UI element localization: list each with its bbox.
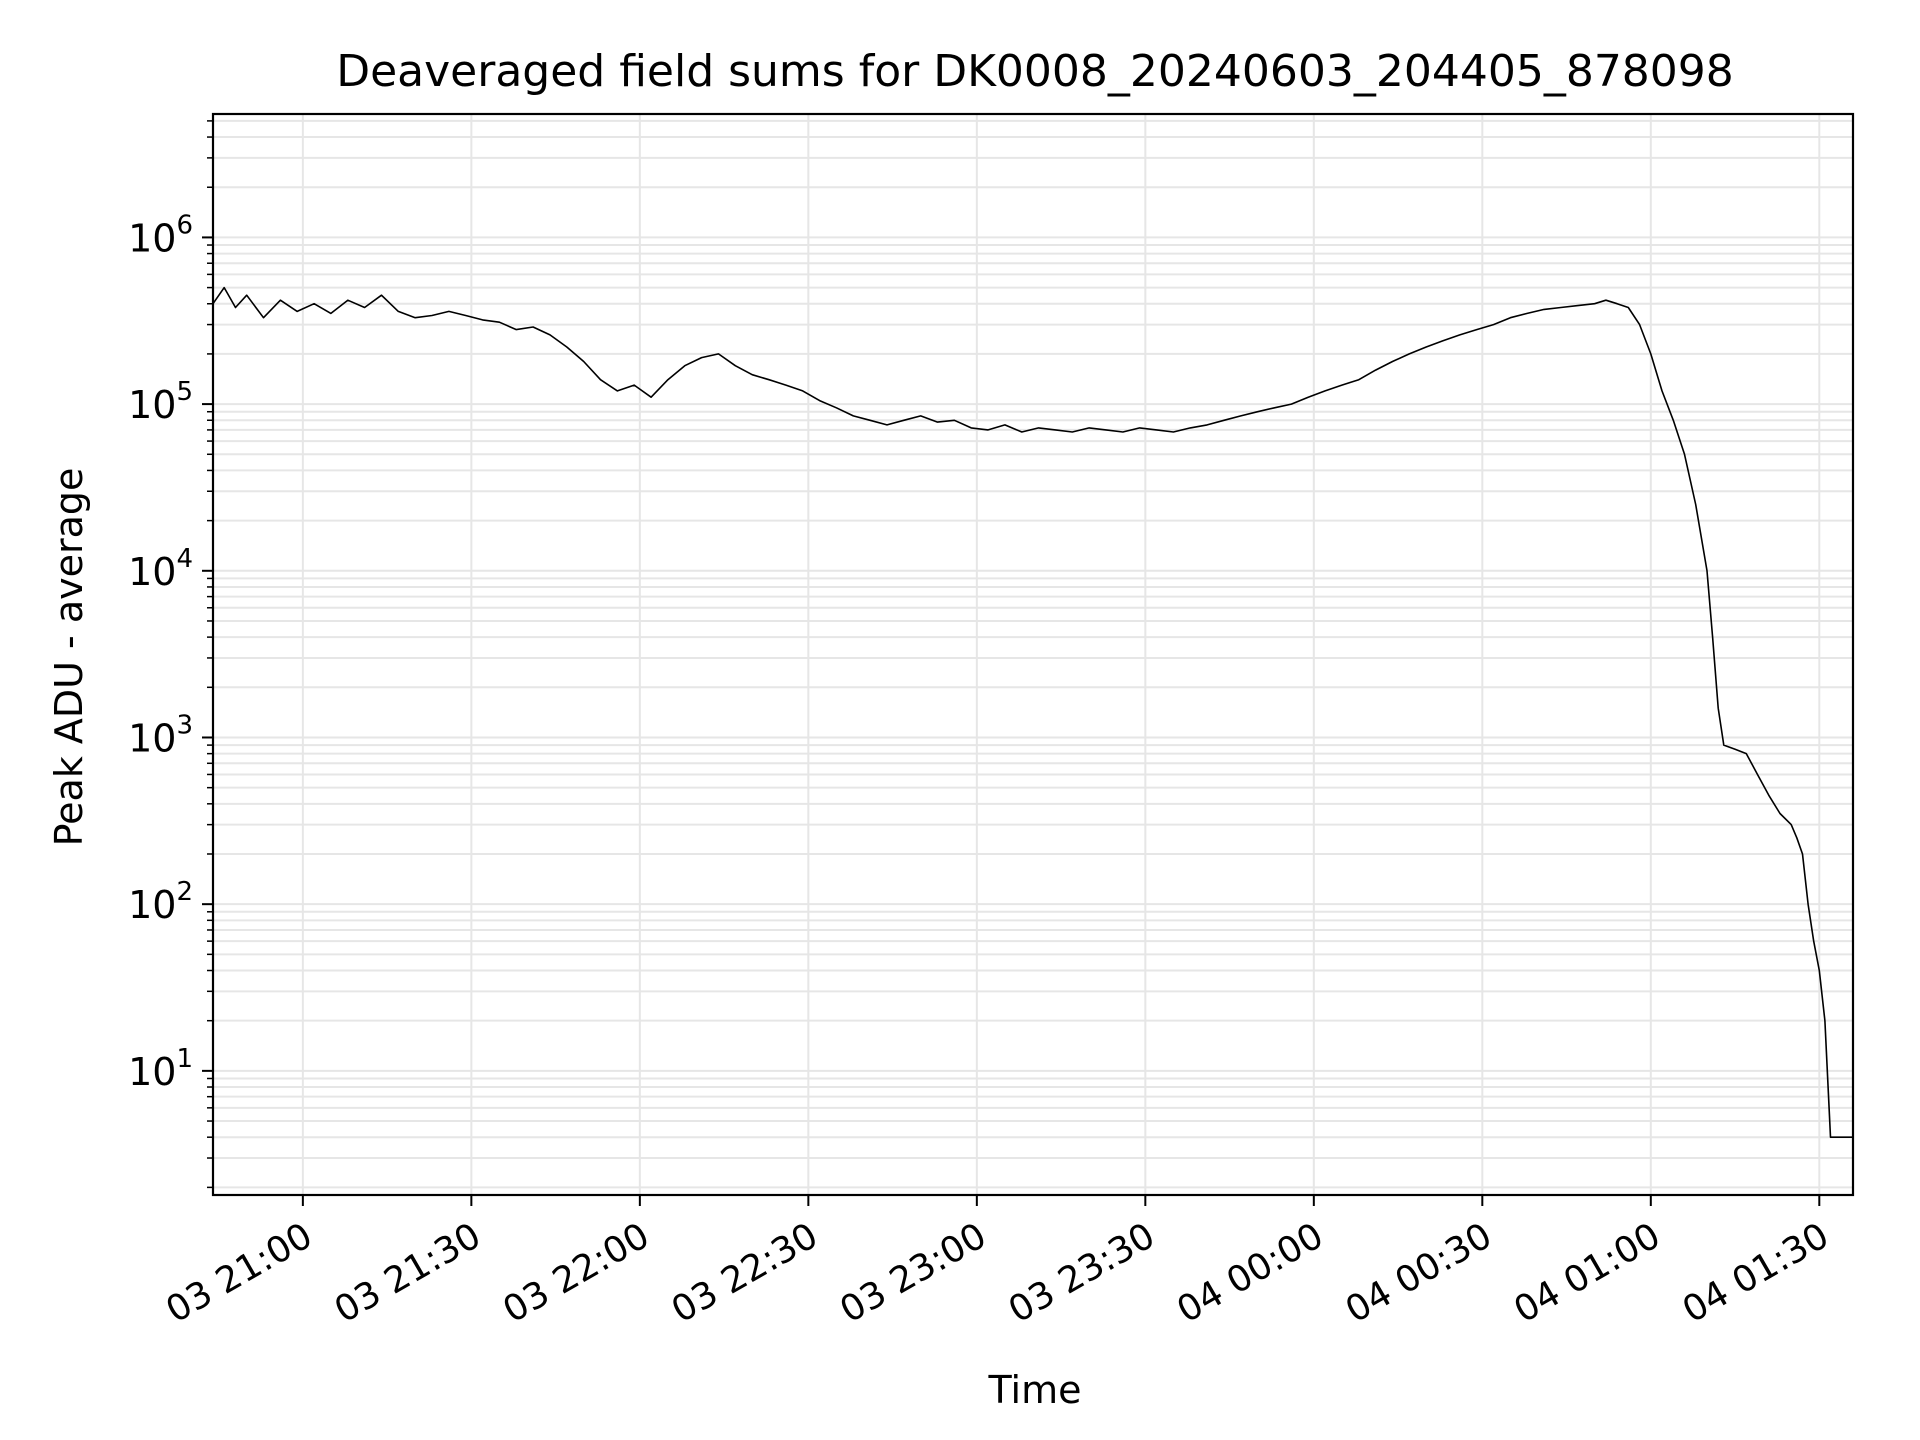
y-tick-label: 101 <box>128 1044 193 1094</box>
y-tick-label: 106 <box>128 210 193 260</box>
y-tick-label: 104 <box>128 544 193 594</box>
y-axis-label: Peak ADU - average <box>47 468 91 847</box>
x-axis-label: Time <box>988 1368 1082 1412</box>
y-tick-label: 102 <box>128 877 193 927</box>
y-tick-label: 105 <box>128 377 193 427</box>
chart-title: Deaveraged field sums for DK0008_2024060… <box>336 46 1734 97</box>
data-series-line <box>212 286 1853 1138</box>
y-tick-label: 103 <box>128 710 193 760</box>
axes-frame <box>211 112 1855 1197</box>
